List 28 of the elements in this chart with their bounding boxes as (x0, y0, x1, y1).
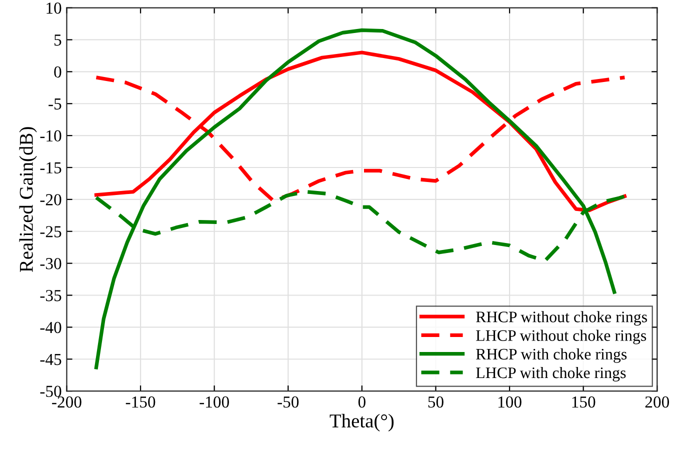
y-tick-label: -25 (40, 226, 62, 238)
y-tick-label: -30 (40, 258, 62, 270)
legend-label: RHCP with choke rings (476, 348, 627, 363)
y-tick-label: 10 (46, 2, 62, 14)
x-tick-label: 150 (572, 396, 596, 408)
y-tick-label: -50 (40, 386, 62, 398)
x-tick-label: -200 (52, 396, 82, 408)
x-tick-label: -150 (126, 396, 156, 408)
legend-label: RHCP without choke rings (476, 311, 647, 326)
x-tick-label: 50 (428, 396, 444, 408)
x-tick-label: -50 (278, 396, 299, 408)
legend-label: LHCP with choke rings (476, 366, 626, 382)
y-tick-label: -15 (40, 162, 62, 174)
legend-label: LHCP without choke rings (476, 330, 646, 344)
y-tick-label: 0 (54, 66, 62, 78)
y-tick-label: -5 (48, 98, 62, 110)
y-axis-title: Realized Gain(dB) (19, 127, 37, 272)
y-tick-label: -45 (40, 354, 62, 366)
x-tick-label: -100 (200, 396, 229, 408)
y-tick-label: -35 (40, 290, 62, 302)
x-tick-label: 0 (358, 396, 366, 408)
x-tick-label: 200 (645, 396, 670, 408)
x-tick-label: 100 (498, 396, 522, 408)
y-tick-label: 5 (54, 34, 62, 46)
y-tick-label: -10 (40, 130, 62, 142)
y-tick-label: -40 (40, 322, 62, 334)
y-tick-label: -20 (40, 194, 62, 206)
x-axis-title: Theta(°) (330, 414, 394, 432)
